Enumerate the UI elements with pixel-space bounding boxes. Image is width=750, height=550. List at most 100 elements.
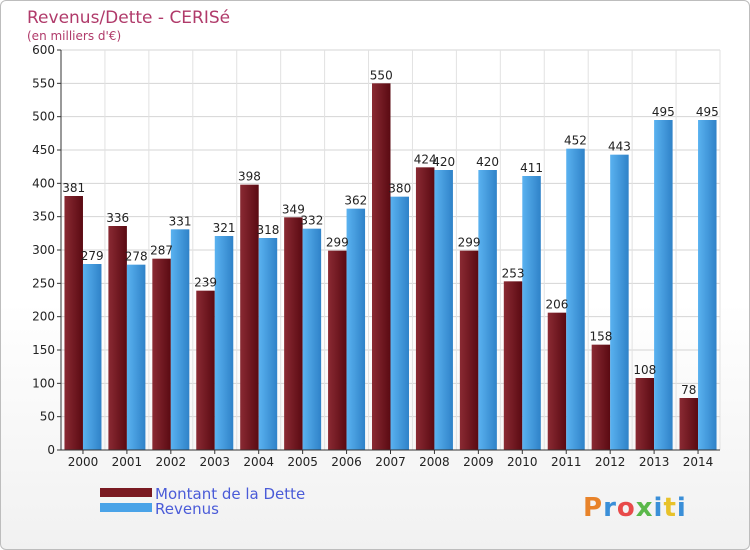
- y-tick-label: 150: [32, 343, 55, 357]
- data-label: 299: [458, 236, 481, 250]
- bar-dette: [328, 250, 347, 450]
- data-label: 411: [520, 161, 543, 175]
- bar-dette: [547, 312, 567, 450]
- x-tick-label: 2007: [375, 455, 406, 469]
- bar-revenus: [82, 264, 102, 450]
- legend-swatch-revenus: [100, 503, 152, 512]
- logo-letter: r: [603, 493, 617, 523]
- legend: Montant de la Dette Revenus: [100, 485, 305, 518]
- data-label: 398: [238, 170, 261, 184]
- proxiti-logo-text: Proxiti: [583, 493, 687, 523]
- x-tick-label: 2000: [68, 455, 99, 469]
- logo-letter: i: [677, 493, 687, 523]
- bar-revenus: [522, 176, 541, 450]
- x-tick-label: 2010: [507, 455, 538, 469]
- bar-revenus: [302, 228, 322, 450]
- data-label: 420: [432, 155, 455, 169]
- data-label: 287: [150, 244, 173, 258]
- bar-revenus: [654, 120, 673, 450]
- bar-dette: [459, 250, 479, 450]
- bar-dette: [108, 226, 127, 450]
- x-tick-label: 2005: [287, 455, 318, 469]
- bar-dette: [415, 167, 435, 451]
- data-label: 381: [62, 181, 85, 195]
- bar-dette: [372, 83, 391, 450]
- x-tick-label: 2006: [331, 455, 362, 469]
- bar-revenus: [214, 236, 234, 450]
- bar-dette: [503, 281, 523, 450]
- bars: [64, 83, 717, 451]
- data-label: 336: [106, 211, 129, 225]
- logo-letter: t: [663, 493, 676, 523]
- x-tick-label: 2001: [112, 455, 143, 469]
- y-tick-label: 0: [47, 443, 55, 457]
- bar-revenus: [258, 238, 278, 450]
- proxiti-logo: Proxiti: [583, 493, 687, 523]
- data-label: 495: [696, 105, 719, 119]
- y-axis-ticks: 0 50 100 150 200 250 300 350 400 450 500 550 600: [32, 43, 61, 457]
- bar-dette: [196, 290, 215, 450]
- data-label: 108: [633, 363, 656, 377]
- legend-swatch-dette: [100, 488, 152, 497]
- chart-subtitle: (en milliers d'€): [27, 29, 121, 43]
- bar-dette: [240, 184, 259, 450]
- logo-letter: i: [654, 493, 664, 523]
- data-label: 331: [169, 214, 192, 228]
- y-tick-label: 500: [32, 110, 55, 124]
- chart-title: Revenus/Dette - CERISé: [27, 8, 230, 28]
- logo-letter: o: [617, 493, 636, 523]
- data-label: 550: [370, 68, 393, 82]
- data-label: 452: [564, 134, 587, 148]
- bar-dette: [284, 217, 303, 450]
- bar-dette: [64, 196, 83, 450]
- bar-revenus: [346, 208, 366, 450]
- bar-revenus: [126, 264, 146, 450]
- x-tick-label: 2012: [595, 455, 626, 469]
- logo-letter: x: [636, 493, 654, 523]
- data-label: 299: [326, 236, 349, 250]
- y-tick-label: 50: [40, 410, 55, 424]
- bar-dette: [152, 258, 171, 450]
- bar-revenus: [698, 120, 717, 450]
- data-label: 362: [344, 194, 367, 208]
- bar-revenus: [478, 170, 497, 450]
- data-label: 78: [681, 383, 696, 397]
- data-label: 443: [608, 140, 631, 154]
- legend-label-revenus: Revenus: [155, 500, 219, 518]
- legend-label-dette: Montant de la Dette: [155, 485, 305, 503]
- bar-dette: [591, 344, 611, 450]
- data-label: 380: [388, 182, 411, 196]
- y-tick-label: 350: [32, 210, 55, 224]
- bar-dette: [679, 398, 699, 450]
- x-axis-ticks: 2000 2001 2002 2003 2004 2005 2006 2007 2008 2009…: [68, 450, 713, 469]
- x-tick-label: 2002: [156, 455, 187, 469]
- logo-letter: P: [583, 493, 603, 523]
- data-label: 349: [282, 202, 305, 216]
- x-tick-label: 2011: [551, 455, 582, 469]
- x-tick-label: 2009: [463, 455, 494, 469]
- y-tick-label: 250: [32, 276, 55, 290]
- x-tick-label: 2013: [639, 455, 670, 469]
- y-tick-label: 100: [32, 376, 55, 390]
- y-tick-label: 550: [32, 76, 55, 90]
- data-label: 206: [546, 298, 569, 312]
- y-tick-label: 600: [32, 43, 55, 57]
- axes: [60, 50, 720, 451]
- data-label: 495: [652, 105, 675, 119]
- data-label: 420: [476, 155, 499, 169]
- data-label: 332: [300, 214, 323, 228]
- data-label: 321: [213, 221, 236, 235]
- data-label: 278: [125, 250, 148, 264]
- y-tick-label: 450: [32, 143, 55, 157]
- bar-revenus: [566, 148, 585, 450]
- bar-revenus: [390, 196, 409, 450]
- data-label: 318: [256, 223, 279, 237]
- data-label: 253: [502, 266, 525, 280]
- x-tick-label: 2004: [243, 455, 274, 469]
- bar-revenus: [170, 229, 190, 450]
- data-label: 424: [414, 152, 437, 166]
- y-tick-label: 400: [32, 176, 55, 190]
- data-label: 239: [194, 276, 217, 290]
